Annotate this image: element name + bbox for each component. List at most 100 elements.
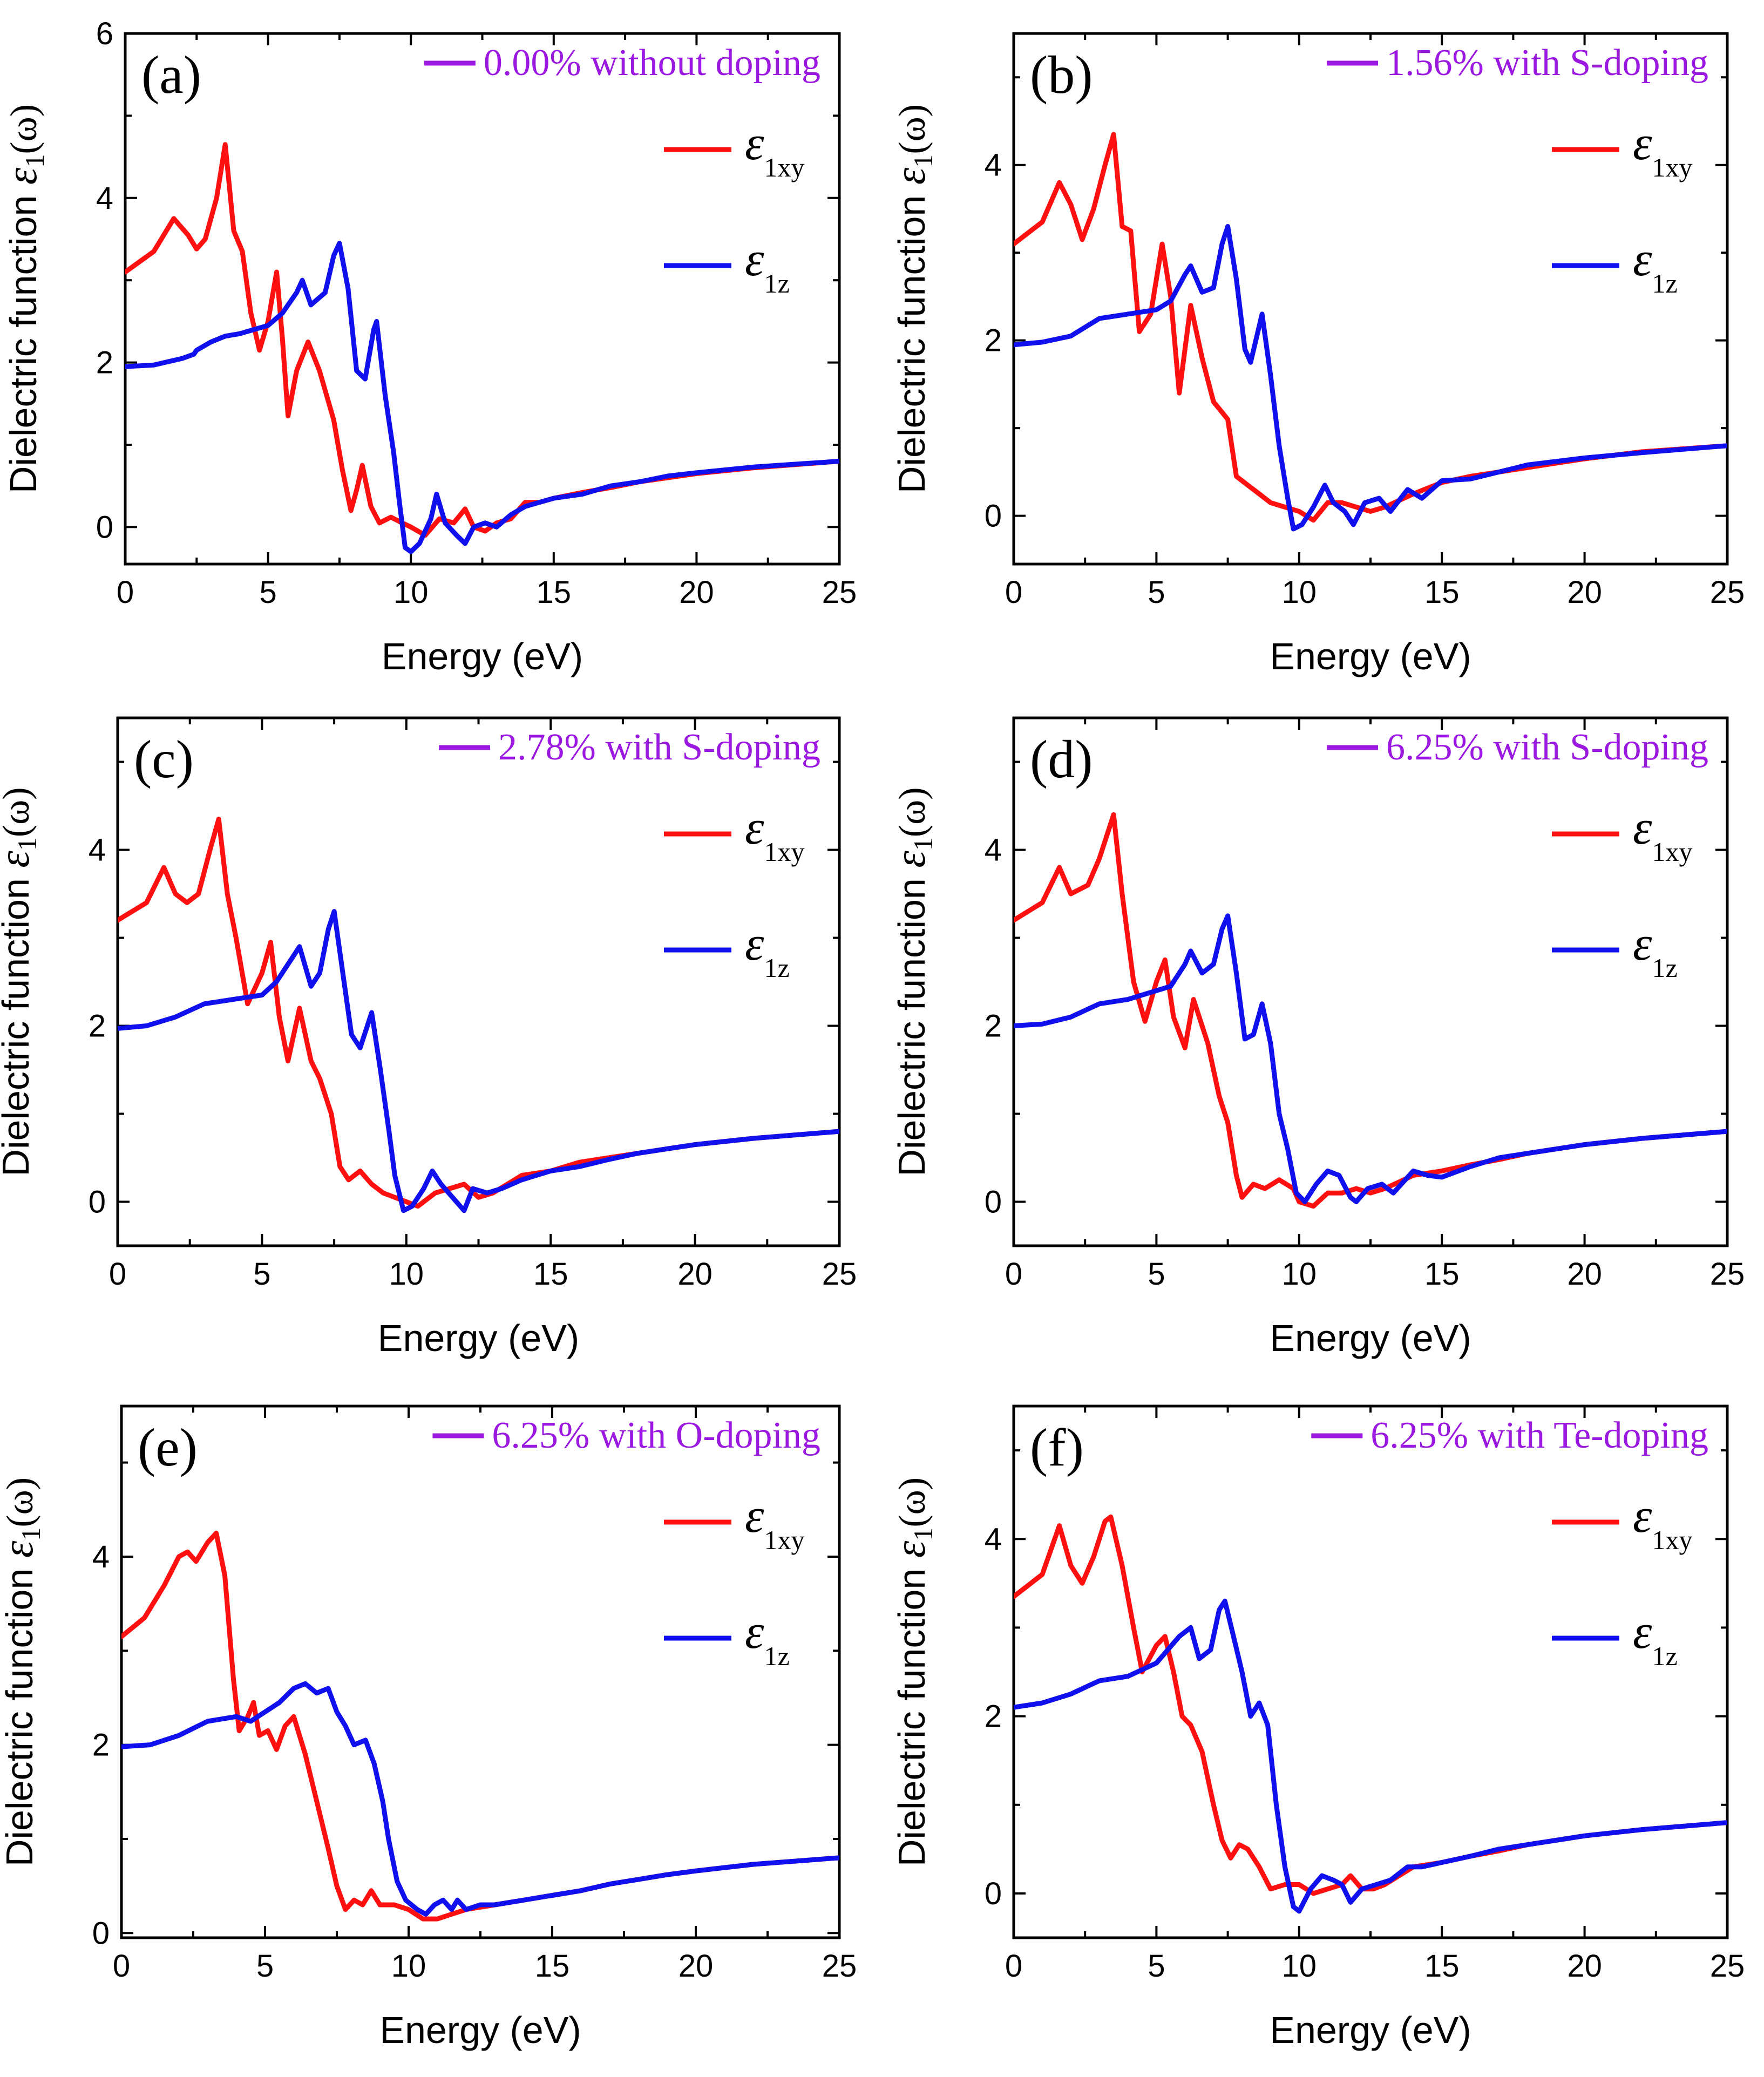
y-tick-label: 4 — [985, 148, 1002, 183]
x-tick-label: 0 — [109, 1257, 126, 1292]
y-tick-label: 0 — [985, 1876, 1002, 1911]
panel-label: (f) — [1030, 1417, 1084, 1477]
x-tick-label: 5 — [1148, 1257, 1165, 1292]
y-tick-label: 4 — [96, 181, 113, 216]
y-axis-title: Dielectric function ε1(ω) — [887, 1477, 938, 1866]
x-tick-label: 20 — [679, 1949, 714, 1984]
legend-subscript: 1z — [1652, 268, 1677, 298]
y-axis-symbol: ε — [0, 851, 38, 868]
y-axis-title-text: Dielectric function — [891, 1558, 933, 1866]
y-tick-label: 2 — [985, 1699, 1002, 1734]
legend-entry-1xy: ε1xy — [1633, 1489, 1692, 1555]
x-tick-label: 25 — [1710, 575, 1745, 610]
x-axis-title: Energy (eV) — [1270, 635, 1471, 677]
x-tick-label: 5 — [1148, 1949, 1165, 1984]
y-axis-symbol: ε — [887, 851, 934, 868]
x-tick-label: 15 — [537, 575, 572, 610]
y-axis-subscript: 1 — [908, 837, 938, 851]
y-axis-title: Dielectric function ε1(ω) — [887, 787, 938, 1176]
legend-entry-1xy: ε1xy — [745, 801, 804, 867]
x-tick-label: 25 — [1710, 1257, 1745, 1292]
y-axis-title-text: Dielectric function — [891, 868, 933, 1177]
y-axis-argument: (ω) — [892, 1477, 933, 1528]
legend-symbol: ε — [1633, 233, 1652, 286]
x-tick-label: 15 — [535, 1949, 570, 1984]
legend-symbol: ε — [1633, 117, 1652, 170]
y-axis-title-text: Dielectric function — [2, 185, 44, 493]
y-axis-title-text: Dielectric function — [891, 185, 933, 493]
y-axis-symbol: ε — [887, 167, 934, 185]
header-legend-text: 6.25% with O-doping — [492, 1415, 820, 1456]
header-legend-text: 1.56% with S-doping — [1386, 42, 1708, 84]
x-axis-title: Energy (eV) — [1270, 2009, 1471, 2051]
chart-panel-1: 0 5 10 15 20 25 0 2 4 6 Energy (eV) Dielectric func… — [0, 16, 857, 677]
y-tick-label: 0 — [92, 1916, 110, 1951]
x-tick-label: 5 — [1148, 575, 1165, 610]
legend-symbol: ε — [745, 1489, 764, 1543]
series-line-1xy — [121, 1530, 839, 1922]
legend-entry-1z: ε1z — [1633, 917, 1678, 983]
series-line-1xy — [1014, 1514, 1727, 1896]
legend-entry-1xy: ε1xy — [1633, 117, 1692, 182]
x-tick-label: 10 — [1282, 1949, 1317, 1984]
panel-label: (b) — [1030, 45, 1093, 105]
header-legend-text: 6.25% with S-doping — [1386, 727, 1708, 768]
plot-frame — [120, 1404, 841, 1939]
series-line-1xy — [118, 817, 839, 1209]
legend-entry-1z: ε1z — [1633, 1605, 1678, 1671]
legend-entry-1xy: ε1xy — [745, 117, 804, 182]
x-tick-label: 10 — [389, 1257, 424, 1292]
y-axis-subscript: 1 — [908, 1528, 938, 1541]
legend-subscript: 1z — [1652, 1641, 1677, 1671]
legend-entry-1xy: ε1xy — [745, 1489, 804, 1555]
legend-subscript: 1xy — [1652, 152, 1692, 182]
plot-frame — [1012, 1404, 1729, 1939]
legend-symbol: ε — [1633, 801, 1652, 854]
legend-symbol: ε — [745, 1605, 764, 1659]
legend-subscript: 1xy — [1652, 1525, 1692, 1555]
x-tick-label: 0 — [113, 1949, 130, 1984]
y-tick-label: 2 — [985, 1009, 1002, 1044]
x-tick-label: 25 — [822, 1257, 857, 1292]
chart-panel-4: 0 5 10 15 20 25 0 2 4 Energy (eV) Dielectric funct… — [887, 716, 1745, 1359]
x-tick-label: 15 — [1424, 1949, 1460, 1984]
y-axis-title-text: Dielectric function — [0, 868, 37, 1177]
series-line-1xy — [125, 142, 839, 538]
y-axis-subscript: 1 — [19, 154, 50, 168]
x-tick-label: 20 — [677, 1257, 713, 1292]
chart-panel-5: 0 5 10 15 20 25 0 2 4 Energy (eV) Dielectric funct… — [0, 1404, 857, 2051]
series-line-1z — [125, 241, 839, 554]
y-tick-label: 2 — [92, 1728, 110, 1763]
header-legend-text: 2.78% with S-doping — [498, 727, 820, 768]
x-tick-label: 15 — [533, 1257, 568, 1292]
legend-subscript: 1xy — [764, 837, 804, 867]
x-tick-label: 15 — [1424, 1257, 1460, 1292]
y-axis-symbol: ε — [0, 167, 46, 185]
x-axis-title: Energy (eV) — [1270, 1317, 1471, 1359]
legend-symbol: ε — [1633, 1489, 1652, 1543]
series-line-1z — [1014, 1598, 1727, 1914]
y-tick-label: 6 — [96, 16, 113, 51]
x-tick-label: 0 — [1005, 1949, 1022, 1984]
y-tick-label: 4 — [985, 1522, 1002, 1557]
x-tick-label: 0 — [1005, 575, 1022, 610]
y-axis-title: Dielectric function ε1(ω) — [0, 104, 50, 493]
x-tick-label: 25 — [822, 1949, 857, 1984]
legend-entry-1xy: ε1xy — [1633, 801, 1692, 867]
legend-symbol: ε — [1633, 1605, 1652, 1659]
chart-panel-6: 0 5 10 15 20 25 0 2 4 Energy (eV) Dielectric funct… — [887, 1404, 1745, 2051]
chart-panel-3: 0 5 10 15 20 25 0 2 4 Energy (eV) Dielectric funct… — [0, 716, 857, 1359]
series-line-1z — [1014, 224, 1727, 532]
plot-frame — [116, 716, 841, 1247]
x-axis-title: Energy (eV) — [378, 1317, 579, 1359]
y-axis-title: Dielectric function ε1(ω) — [0, 787, 42, 1176]
y-axis-subscript: 1 — [12, 837, 42, 851]
x-axis-title: Energy (eV) — [379, 2009, 581, 2051]
legend-symbol: ε — [745, 233, 764, 286]
plot-frame — [1012, 716, 1729, 1247]
legend-subscript: 1z — [1652, 953, 1677, 983]
y-axis-title-text: Dielectric function — [0, 1558, 40, 1866]
y-axis-symbol: ε — [0, 1540, 42, 1558]
x-tick-label: 10 — [1282, 575, 1317, 610]
